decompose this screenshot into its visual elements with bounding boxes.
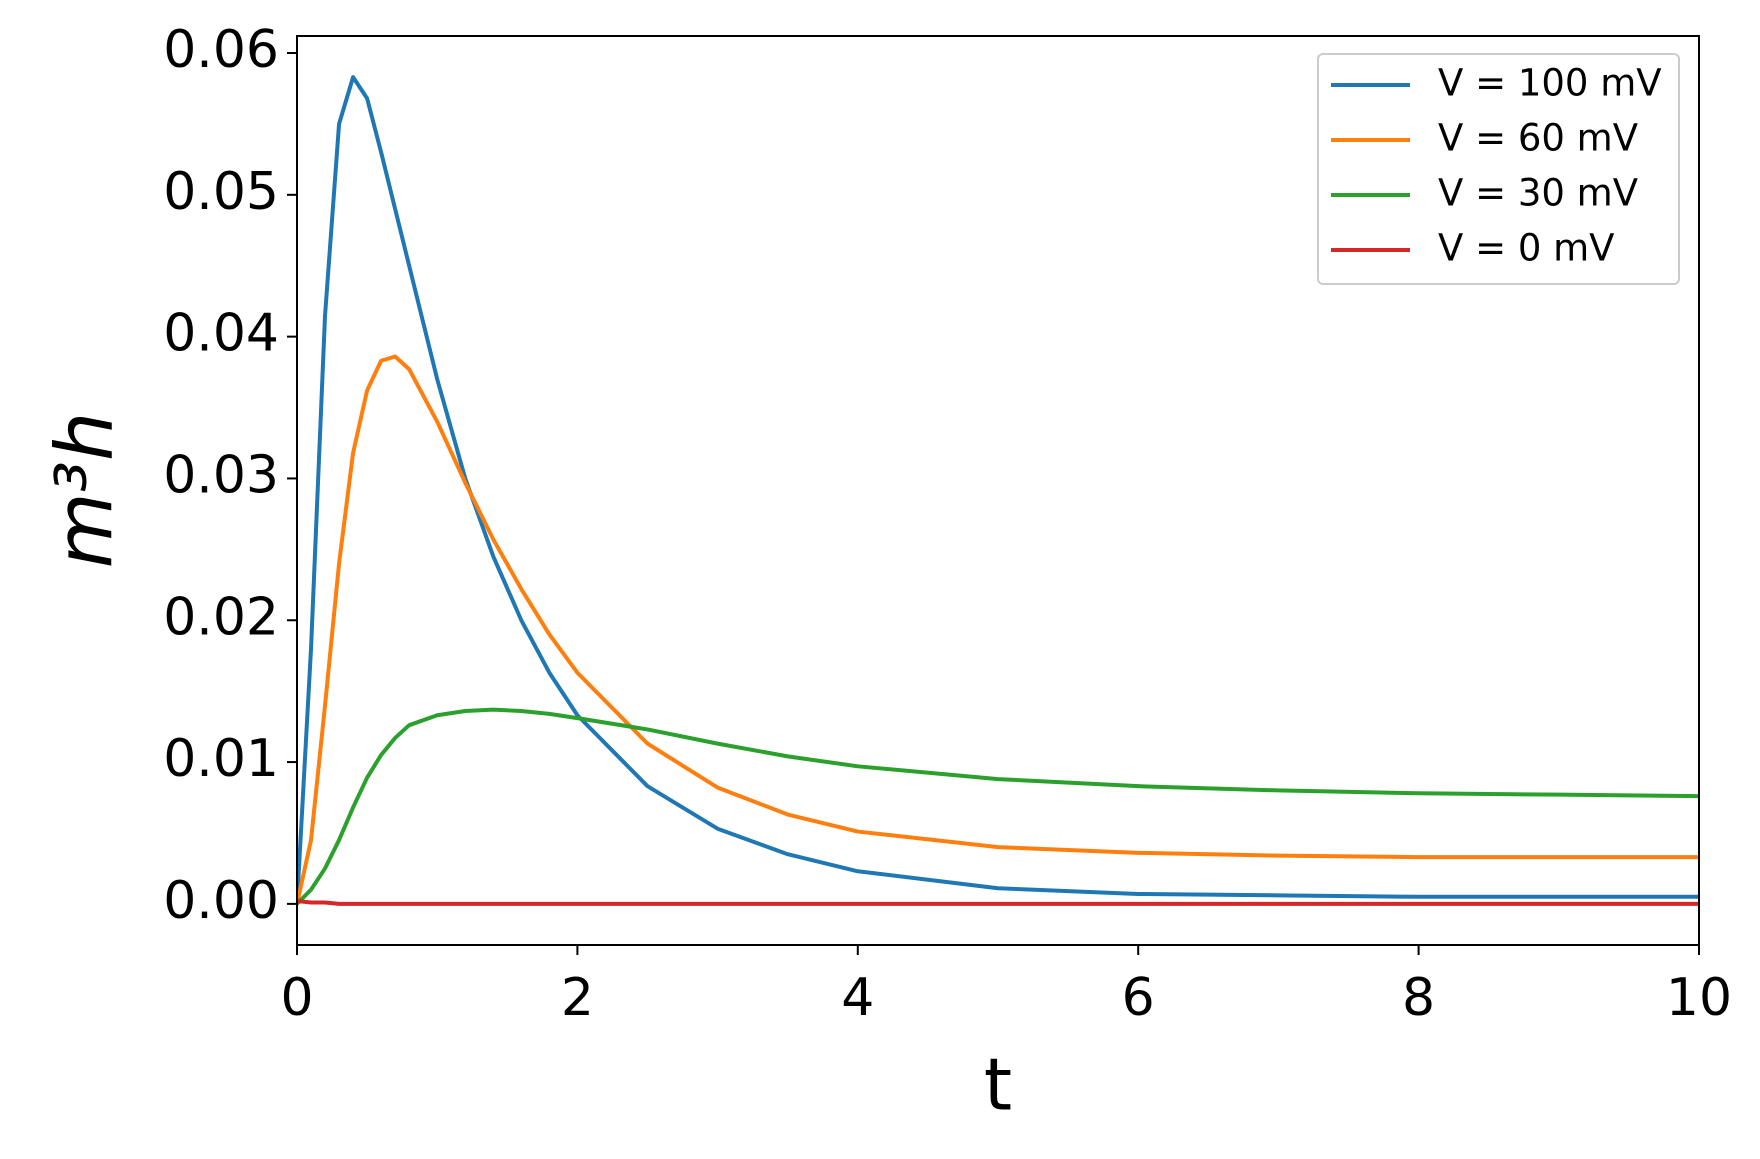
x-tick-label: 2 — [561, 968, 594, 1028]
legend-box — [1317, 53, 1680, 285]
series-line — [297, 75, 1699, 904]
y-tick-label: 0.02 — [163, 587, 279, 647]
y-tick-label: 0.04 — [163, 304, 279, 364]
y-tick-label: 0.05 — [163, 162, 279, 222]
legend-label: V = 100 mV — [1438, 62, 1662, 105]
legend-label: V = 60 mV — [1438, 117, 1638, 160]
x-tick-label: 6 — [1122, 968, 1155, 1028]
x-tick-label: 4 — [841, 968, 874, 1028]
y-axis-label: m³h — [40, 412, 130, 569]
x-tick-label: 0 — [280, 968, 313, 1028]
x-axis-label: t — [984, 1043, 1012, 1127]
series-line — [297, 354, 1699, 905]
x-tick-label: 8 — [1402, 968, 1435, 1028]
y-tick-label: 0.06 — [163, 20, 279, 80]
y-tick-label: 0.01 — [163, 729, 279, 789]
series-line — [297, 899, 1699, 906]
plot-frame — [296, 35, 1700, 946]
legend-label: V = 30 mV — [1438, 172, 1638, 215]
legend-label: V = 0 mV — [1438, 227, 1615, 270]
y-tick-label: 0.03 — [163, 445, 279, 505]
x-tick-label: 10 — [1666, 968, 1732, 1028]
y-tick-label: 0.00 — [163, 871, 279, 931]
series-line — [297, 707, 1699, 906]
